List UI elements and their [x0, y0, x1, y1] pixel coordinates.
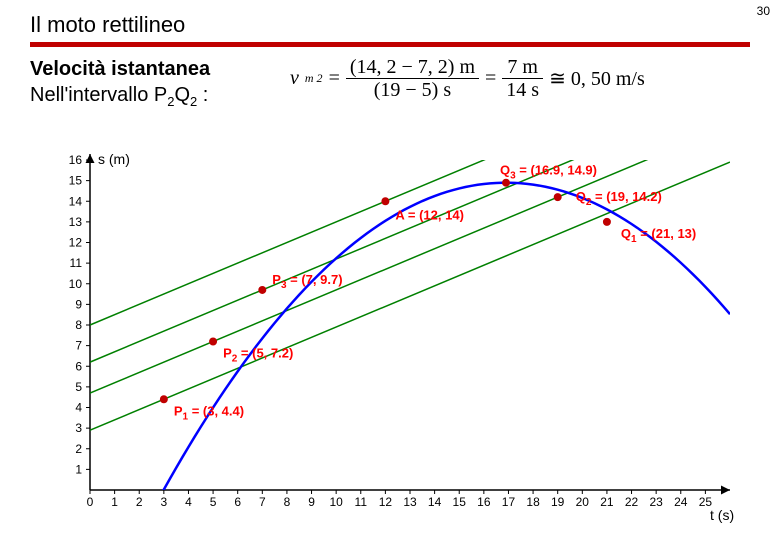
svg-text:14: 14 — [428, 495, 442, 509]
svg-text:10: 10 — [69, 277, 83, 291]
svg-text:6: 6 — [234, 495, 241, 509]
svg-text:Q1 = (21, 13): Q1 = (21, 13) — [621, 226, 696, 245]
svg-text:s (m): s (m) — [98, 151, 130, 167]
svg-text:11: 11 — [355, 495, 368, 509]
svg-text:t (s): t (s) — [710, 507, 734, 523]
formula-rhs: ≅ 0, 50 m/s — [549, 66, 645, 91]
svg-text:15: 15 — [69, 174, 83, 188]
formula-v: v — [290, 67, 299, 90]
svg-text:22: 22 — [625, 495, 639, 509]
svg-text:8: 8 — [284, 495, 291, 509]
svg-text:3: 3 — [75, 421, 82, 435]
svg-text:10: 10 — [329, 495, 343, 509]
svg-text:P1 = (3, 4.4): P1 = (3, 4.4) — [174, 403, 244, 422]
svg-text:16: 16 — [69, 153, 83, 167]
page-title: Il moto rettilineo — [30, 12, 185, 38]
svg-text:14: 14 — [69, 194, 83, 208]
svg-text:19: 19 — [551, 495, 565, 509]
svg-text:0: 0 — [87, 495, 94, 509]
svg-text:3: 3 — [161, 495, 168, 509]
svg-text:9: 9 — [308, 495, 315, 509]
svg-text:24: 24 — [674, 495, 688, 509]
svg-text:A = (12, 14): A = (12, 14) — [395, 207, 464, 222]
svg-text:2: 2 — [75, 442, 82, 456]
svg-text:6: 6 — [75, 359, 82, 373]
svg-text:8: 8 — [75, 318, 82, 332]
svg-text:13: 13 — [69, 215, 83, 229]
svg-text:15: 15 — [453, 495, 467, 509]
svg-text:P2 = (5, 7.2): P2 = (5, 7.2) — [223, 346, 293, 365]
svg-text:Q2 = (19, 14.2): Q2 = (19, 14.2) — [576, 189, 662, 208]
svg-text:20: 20 — [576, 495, 590, 509]
svg-text:18: 18 — [526, 495, 540, 509]
svg-text:1: 1 — [111, 495, 118, 509]
page-number: 30 — [757, 4, 770, 18]
svg-text:4: 4 — [185, 495, 192, 509]
formula-frac1-den: (19 − 5) s — [370, 79, 455, 101]
svg-text:13: 13 — [403, 495, 417, 509]
subtitle-line2: Nell'intervallo P2Q2 : — [30, 84, 208, 109]
subtitle-line1: Velocità istantanea — [30, 58, 210, 81]
position-time-chart: 0123456789101112131415161718192021222324… — [50, 150, 750, 530]
svg-text:9: 9 — [75, 297, 82, 311]
svg-text:2: 2 — [136, 495, 143, 509]
svg-text:5: 5 — [210, 495, 217, 509]
svg-text:P3 = (7, 9.7): P3 = (7, 9.7) — [272, 272, 342, 291]
svg-text:12: 12 — [69, 236, 83, 250]
formula-eq1: = — [329, 67, 340, 90]
svg-text:7: 7 — [259, 495, 266, 509]
title-underline-thin — [30, 46, 750, 47]
formula-v-sub: m 2 — [305, 71, 323, 86]
svg-text:17: 17 — [502, 495, 516, 509]
svg-text:7: 7 — [75, 339, 82, 353]
svg-text:1: 1 — [75, 462, 82, 476]
svg-text:12: 12 — [379, 495, 393, 509]
svg-text:Q3 = (16.9, 14.9): Q3 = (16.9, 14.9) — [500, 163, 597, 182]
svg-text:5: 5 — [75, 380, 82, 394]
svg-text:4: 4 — [75, 401, 82, 415]
formula-frac1-num: (14, 2 − 7, 2) m — [346, 56, 479, 78]
svg-text:21: 21 — [600, 495, 614, 509]
velocity-formula: v m 2 = (14, 2 − 7, 2) m (19 − 5) s = 7 m… — [290, 56, 645, 101]
formula-frac1: (14, 2 − 7, 2) m (19 − 5) s — [346, 56, 479, 101]
svg-text:23: 23 — [649, 495, 663, 509]
formula-frac2-num: 7 m — [503, 56, 542, 78]
svg-text:11: 11 — [70, 256, 83, 270]
formula-eq2: = — [485, 67, 496, 90]
formula-frac2: 7 m 14 s — [502, 56, 543, 101]
svg-text:16: 16 — [477, 495, 491, 509]
formula-frac2-den: 14 s — [502, 79, 543, 101]
